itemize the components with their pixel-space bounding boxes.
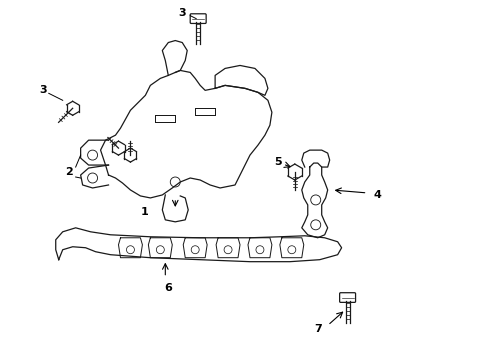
Text: 2: 2 <box>65 167 73 177</box>
Text: 4: 4 <box>373 190 381 200</box>
Text: 3: 3 <box>39 85 47 95</box>
Text: 6: 6 <box>164 283 172 293</box>
Text: 7: 7 <box>314 324 321 334</box>
Text: 3: 3 <box>178 8 186 18</box>
Text: 1: 1 <box>141 207 149 217</box>
Text: 5: 5 <box>274 157 282 167</box>
